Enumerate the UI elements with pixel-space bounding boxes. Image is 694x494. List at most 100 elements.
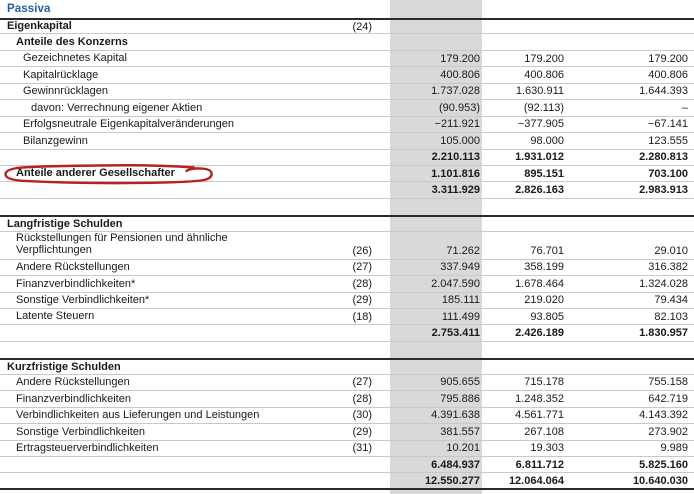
row-label: Sonstige Verbindlichkeiten: [16, 425, 146, 438]
note-reference: (29): [352, 425, 372, 438]
row-label: Langfristige Schulden: [7, 217, 123, 230]
value-col2: 76.701: [530, 244, 564, 257]
row-bilanzgewinn: Bilanzgewinn 105.000 98.000 123.555: [0, 133, 694, 150]
value-col2: 6.811.712: [515, 458, 564, 471]
first-value-column-shading: [390, 0, 482, 494]
value-col3: 755.158: [648, 376, 688, 389]
row-label: Eigenkapital: [7, 20, 72, 33]
value-col1: 2.753.411: [431, 327, 480, 340]
value-col3: 79.434: [654, 294, 688, 307]
note-reference: (28): [352, 277, 372, 290]
value-col1: (90.953): [439, 101, 480, 114]
row-label: Ertragsteuerverbindlichkeiten: [16, 441, 159, 454]
row-finanzverbindlichkeiten: Finanzverbindlichkeiten* (28) 2.047.590 1.6…: [0, 276, 694, 293]
value-col2: 1.630.911: [515, 85, 564, 98]
note-reference: (27): [352, 376, 372, 389]
value-col1: 3.311.929: [431, 184, 480, 197]
value-col1: 4.391.638: [431, 409, 480, 422]
value-col1: 12.550.277: [424, 474, 480, 487]
note-reference: (27): [352, 261, 372, 274]
value-col2: 267.108: [524, 425, 564, 438]
row-label: Anteile des Konzerns: [16, 35, 128, 48]
value-col1: 337.949: [440, 261, 480, 274]
value-col3: 1.830.957: [639, 327, 688, 340]
row-label: Sonstige Verbindlichkeiten*: [16, 294, 150, 307]
value-col3: 29.010: [654, 244, 688, 257]
row-label: Erfolgsneutrale Eigenkapitalveränderunge…: [23, 118, 234, 131]
value-col1: 2.210.113: [431, 151, 480, 164]
row-anteile-des-konzerns: Anteile des Konzerns: [0, 34, 694, 51]
row-label: Verbindlichkeiten aus Lieferungen und Le…: [16, 409, 260, 422]
row-eigenkapital: Eigenkapital (24): [0, 18, 694, 35]
value-col2: 895.151: [524, 167, 564, 180]
value-col3: 703.100: [648, 167, 688, 180]
value-col3: 10.640.030: [632, 474, 688, 487]
value-col2: 1.678.464: [515, 277, 564, 290]
note-reference: (30): [352, 409, 372, 422]
value-col1: 10.201: [446, 442, 480, 455]
passiva-table: Eigenkapital (24) Anteile des Konzerns Geze…: [0, 18, 694, 490]
row-langfristige-schulden: Langfristige Schulden: [0, 215, 694, 232]
value-col3: 2.983.913: [639, 184, 688, 197]
total-row: 12.550.277 12.064.064 10.640.030: [0, 473, 694, 490]
value-col3: −67.141: [647, 118, 688, 131]
value-col2: 400.806: [524, 69, 564, 82]
row-label: Kurzfristige Schulden: [7, 360, 121, 373]
row-label: Gewinnrücklagen: [23, 85, 108, 98]
row-erfolgsneutrale-eigenkapitalveranderungen: Erfolgsneutrale Eigenkapitalveränderunge…: [0, 117, 694, 134]
row-verbindlichkeiten-aus-lieferungen-und-leistungen: Verbindlichkeiten aus Lieferungen und Le…: [0, 408, 694, 425]
note-reference: (28): [352, 392, 372, 405]
row-label: Andere Rückstellungen: [16, 376, 130, 389]
value-col2: 2.826.163: [515, 184, 564, 197]
row-gezeichnetes-kapital: Gezeichnetes Kapital 179.200 179.200 179.20…: [0, 51, 694, 68]
title-bar: Passiva: [0, 0, 694, 18]
value-col3: 123.555: [648, 134, 688, 147]
value-col3: 179.200: [648, 52, 688, 65]
value-col1: 111.499: [441, 310, 480, 323]
spacer-row: [0, 342, 694, 358]
value-col3: 1.324.028: [639, 277, 688, 290]
row-andere-ruckstellungen: Andere Rückstellungen (27) 337.949 358.199 3…: [0, 260, 694, 277]
row-kurzfristige-schulden: Kurzfristige Schulden: [0, 358, 694, 375]
page-title: Passiva: [7, 3, 51, 15]
value-col1: 795.886: [440, 392, 480, 405]
value-col1: 905.655: [440, 376, 480, 389]
value-col3: 273.902: [648, 425, 688, 438]
value-col3: 1.644.393: [639, 85, 688, 98]
row-finanzverbindlichkeiten: Finanzverbindlichkeiten (28) 795.886 1.248.…: [0, 391, 694, 408]
value-col2: 19.303: [530, 442, 564, 455]
subtotal-row: 2.210.113 1.931.012 2.280.813: [0, 150, 694, 166]
row-sonstige-verbindlichkeiten: Sonstige Verbindlichkeiten (29) 381.557 267…: [0, 424, 694, 441]
value-col1: 6.484.937: [431, 458, 480, 471]
value-col1: 71.262: [446, 244, 480, 257]
value-col2: 179.200: [524, 52, 564, 65]
value-col2: 2.426.189: [515, 327, 564, 340]
value-col2: 1.931.012: [515, 151, 564, 164]
note-reference: (24): [352, 20, 372, 33]
note-reference: (18): [352, 310, 372, 323]
row-andere-ruckstellungen: Andere Rückstellungen (27) 905.655 715.178 7…: [0, 375, 694, 392]
note-reference: (29): [352, 294, 372, 307]
value-col2: 93.805: [530, 310, 564, 323]
value-col2: 4.561.771: [515, 409, 564, 422]
row-label: Bilanzgewinn: [23, 134, 88, 147]
value-col2: (92.113): [523, 101, 564, 114]
value-col1: 400.806: [440, 69, 480, 82]
value-col3: 2.280.813: [639, 151, 688, 164]
row-label: Latente Steuern: [16, 310, 95, 323]
value-col1: 381.557: [440, 425, 480, 438]
value-col2: 219.020: [524, 294, 564, 307]
row-ertragsteuerverbindlichkeiten: Ertragsteuerverbindlichkeiten (31) 10.201 1…: [0, 441, 694, 457]
value-col3: 400.806: [648, 69, 688, 82]
note-reference: (26): [352, 244, 372, 257]
value-col1: 2.047.590: [431, 277, 480, 290]
row-gewinnrucklagen: Gewinnrücklagen 1.737.028 1.630.911 1.644.3…: [0, 84, 694, 101]
value-col3: –: [681, 101, 688, 114]
row-ruckstellungen-fur-pensionen-und-ahnliche-verpflichtungen: Rückstellungen für Pensionen und ähnlich…: [0, 232, 694, 260]
value-col3: 4.143.392: [639, 409, 688, 422]
value-col2: 358.199: [524, 261, 564, 274]
row-label: Finanzverbindlichkeiten*: [16, 277, 136, 290]
row-label: Kapitalrücklage: [23, 68, 99, 81]
